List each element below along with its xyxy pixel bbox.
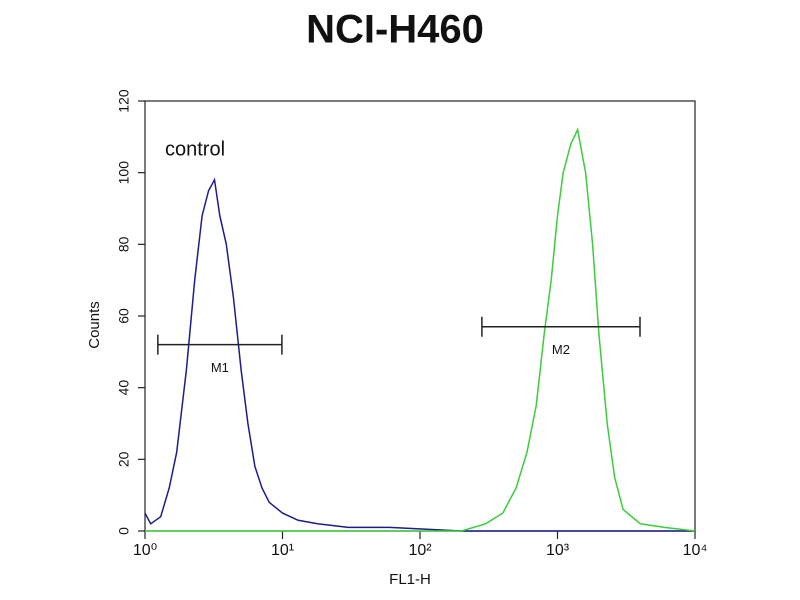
y-tick-label: 20 <box>116 451 132 467</box>
x-tick-label: 10³ <box>546 542 570 559</box>
x-tick-label: 10⁴ <box>683 542 708 559</box>
histogram-line <box>144 177 695 532</box>
annotation: control <box>165 138 225 160</box>
x-tick-label: 10² <box>408 542 432 559</box>
x-axis-label: FL1-H <box>389 571 431 588</box>
chart-title: NCI-H460 <box>306 8 484 52</box>
marker-label: M2 <box>552 342 570 357</box>
x-tick-label: 10⁰ <box>133 542 157 559</box>
x-tick-label: 10¹ <box>271 542 294 559</box>
y-tick-label: 80 <box>116 236 132 252</box>
y-tick-label: 0 <box>116 527 132 535</box>
marker-label: M1 <box>211 360 229 375</box>
histogram-line <box>145 127 696 532</box>
y-tick-label: 60 <box>116 308 132 324</box>
y-tick-label: 120 <box>116 89 132 113</box>
y-tick-label: 100 <box>116 161 132 185</box>
y-axis-label: Counts <box>86 301 103 349</box>
y-tick-label: 40 <box>116 380 132 396</box>
